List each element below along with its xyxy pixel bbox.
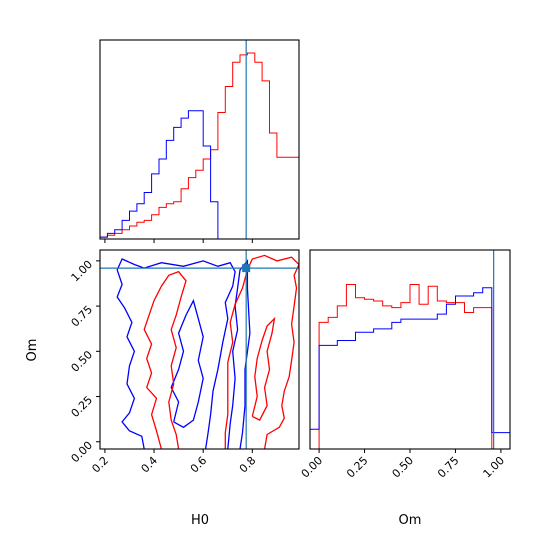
om-x-tick-label-0: 0.00 (299, 454, 326, 481)
om-x-tick-label-3: 0.75 (435, 454, 462, 481)
joint-truth-marker (242, 264, 251, 273)
joint-truth-lines (100, 250, 299, 449)
joint-x-tick-label-1: 0.4 (139, 454, 161, 476)
om-x-tick-label-4: 1.00 (481, 454, 508, 481)
joint-x-axis-label: H0 (191, 513, 209, 528)
om-histogram-frame (309, 249, 511, 450)
joint-y-ticks: 0.00 0.25 0.50 0.75 1.00 (69, 258, 100, 465)
h0-histogram-frame (99, 39, 300, 240)
joint-y-tick-label-2: 0.50 (69, 348, 96, 375)
joint-contour-4 (224, 254, 299, 449)
h0-histogram-b (100, 110, 299, 239)
joint-x-tick-label-0: 0.2 (89, 454, 111, 476)
joint-contour-3 (143, 270, 187, 449)
joint-x-tick-label-3: 0.8 (237, 454, 259, 476)
joint-y-axis-label: Om (25, 339, 40, 362)
om-x-tick-label-1: 0.25 (344, 454, 371, 481)
om-x-axis-label: Om (399, 513, 422, 528)
joint-frame (99, 249, 300, 450)
h0-histogram-series (100, 52, 299, 239)
joint-y-tick-label-3: 0.75 (69, 303, 96, 330)
joint-contour-0 (116, 258, 236, 449)
h0-histogram-a (100, 52, 299, 239)
om-histogram-b (310, 287, 510, 449)
h0-histogram-ticks (104, 239, 253, 243)
om-x-tick-label-2: 0.50 (390, 454, 417, 481)
om-x-ticks: 0.00 0.25 0.50 0.75 1.00 (299, 449, 507, 480)
joint-contour-panel: 0.2 0.4 0.6 0.8 0.00 0.25 0.50 0.75 1.00 H0 Om (25, 249, 300, 528)
om-histogram-panel: 0.00 0.25 0.50 0.75 1.00 Om (299, 249, 511, 528)
joint-y-tick-label-0: 0.00 (69, 439, 96, 466)
joint-y-tick-label-4: 1.00 (69, 258, 96, 285)
joint-y-tick-label-1: 0.25 (69, 393, 96, 420)
h0-histogram-panel (99, 39, 300, 243)
joint-contours (116, 254, 299, 449)
joint-contour-1 (170, 298, 204, 429)
joint-contour-2 (227, 259, 251, 449)
joint-contour-5 (251, 316, 276, 421)
joint-x-tick-label-2: 0.6 (188, 454, 210, 476)
om-histogram-a (310, 284, 510, 449)
joint-x-ticks: 0.2 0.4 0.6 0.8 (89, 449, 258, 475)
om-histogram-series (310, 284, 510, 449)
